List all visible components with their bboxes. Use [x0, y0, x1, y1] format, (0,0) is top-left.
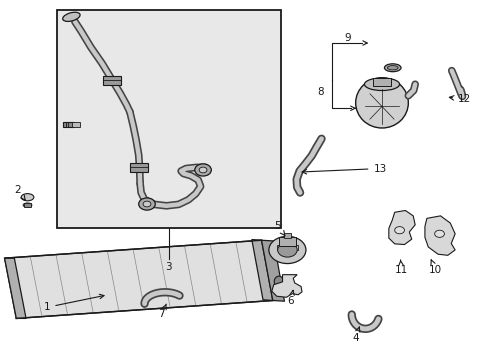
Polygon shape — [271, 275, 302, 297]
Bar — [276, 244, 298, 250]
Polygon shape — [4, 258, 26, 319]
Ellipse shape — [384, 64, 400, 72]
Text: 4: 4 — [352, 327, 359, 343]
Text: 12: 12 — [448, 94, 470, 104]
Circle shape — [394, 226, 404, 234]
Circle shape — [434, 230, 444, 237]
Circle shape — [139, 198, 155, 210]
Ellipse shape — [274, 276, 283, 286]
Circle shape — [194, 164, 211, 176]
Ellipse shape — [355, 78, 407, 128]
Polygon shape — [388, 211, 414, 244]
Circle shape — [277, 243, 297, 257]
Text: 1: 1 — [43, 294, 104, 312]
Text: 9: 9 — [344, 33, 350, 43]
Bar — [57, 10, 281, 228]
Ellipse shape — [21, 194, 34, 201]
Text: 7: 7 — [158, 304, 166, 319]
Text: 6: 6 — [287, 291, 294, 306]
Bar — [72, 122, 80, 127]
Text: 11: 11 — [394, 260, 407, 275]
Circle shape — [143, 201, 151, 207]
Bar — [130, 163, 148, 172]
Circle shape — [199, 167, 206, 173]
Ellipse shape — [386, 66, 397, 70]
Bar — [103, 76, 121, 85]
Text: 8: 8 — [316, 87, 323, 97]
Text: 3: 3 — [165, 262, 172, 273]
Bar — [63, 122, 74, 127]
Text: 5: 5 — [274, 221, 285, 236]
Ellipse shape — [23, 203, 32, 207]
Text: 2: 2 — [15, 185, 25, 200]
Polygon shape — [424, 216, 454, 255]
Text: 10: 10 — [428, 260, 441, 275]
Polygon shape — [261, 240, 284, 301]
Polygon shape — [4, 240, 272, 319]
Ellipse shape — [364, 78, 399, 90]
Bar — [278, 237, 296, 246]
Bar — [372, 78, 390, 86]
Ellipse shape — [62, 12, 80, 22]
Circle shape — [268, 236, 305, 264]
Bar — [23, 203, 31, 207]
Text: 13: 13 — [302, 163, 386, 174]
Bar — [283, 233, 291, 238]
Polygon shape — [251, 239, 272, 301]
